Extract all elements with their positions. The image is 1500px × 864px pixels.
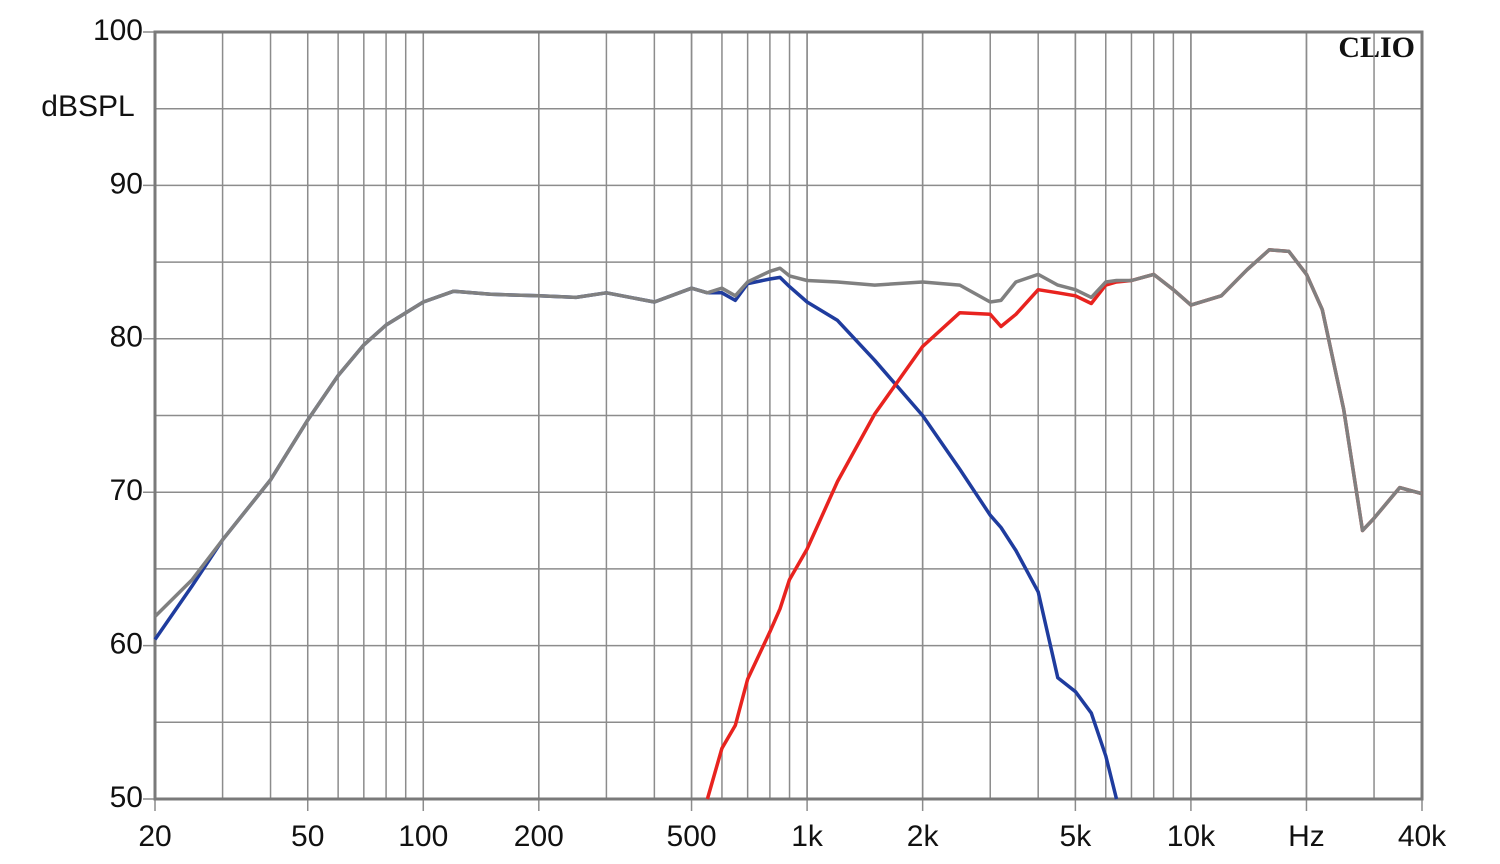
x-tick-label: 10k bbox=[1167, 820, 1216, 853]
x-tick-label: 40k bbox=[1398, 820, 1447, 853]
y-tick-label: 80 bbox=[110, 321, 143, 354]
x-tick-label: 200 bbox=[514, 820, 564, 853]
annotation: CLIO bbox=[1338, 31, 1415, 64]
y-tick-label: 90 bbox=[110, 167, 143, 200]
x-tick-label: 20 bbox=[138, 820, 171, 853]
y-tick-label: 60 bbox=[110, 628, 143, 661]
y-tick-label: 50 bbox=[110, 781, 143, 814]
x-tick-label: 2k bbox=[907, 820, 940, 853]
plot-frame bbox=[153, 30, 1424, 801]
x-tick-label: 500 bbox=[667, 820, 717, 853]
x-tick-label: Hz bbox=[1288, 820, 1325, 853]
series-line bbox=[705, 248, 1423, 800]
series-line bbox=[153, 248, 1423, 618]
series-line bbox=[153, 275, 1119, 800]
x-tick-label: 1k bbox=[791, 820, 824, 853]
y-tick-label: 70 bbox=[110, 474, 143, 507]
x-tick-label: 5k bbox=[1060, 820, 1093, 853]
x-tick-label: 50 bbox=[291, 820, 324, 853]
x-tick-label: 100 bbox=[398, 820, 448, 853]
y-tick-label: 100 bbox=[93, 14, 143, 47]
y-axis-label: dBSPL bbox=[41, 90, 134, 123]
